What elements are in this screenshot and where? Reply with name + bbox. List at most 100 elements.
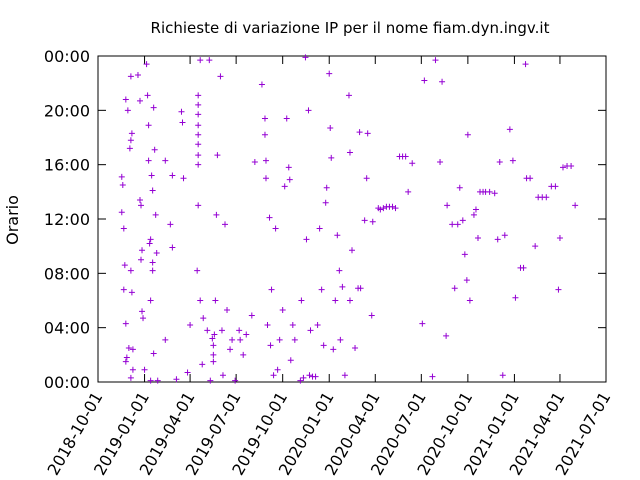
point	[377, 206, 384, 213]
point	[229, 336, 236, 343]
point	[146, 240, 153, 247]
point	[184, 369, 191, 376]
point	[152, 211, 159, 218]
point	[363, 175, 370, 182]
point	[302, 54, 309, 61]
point	[496, 158, 503, 165]
point	[149, 267, 156, 274]
point	[204, 327, 211, 334]
point	[195, 111, 202, 118]
point	[127, 73, 134, 80]
point	[154, 377, 161, 384]
point	[543, 194, 550, 201]
point	[237, 336, 244, 343]
point	[153, 249, 160, 256]
point	[127, 267, 134, 274]
point	[389, 203, 396, 210]
point	[552, 183, 559, 190]
point	[337, 336, 344, 343]
y-axis-label: Orario	[3, 195, 22, 245]
point	[209, 335, 216, 342]
point	[364, 130, 371, 137]
point	[236, 327, 243, 334]
point	[320, 342, 327, 349]
point	[138, 256, 145, 263]
point	[316, 225, 323, 232]
point	[432, 57, 439, 64]
point	[439, 78, 446, 85]
point	[568, 163, 575, 170]
point	[461, 251, 468, 258]
chart-title: Richieste di variazione IP per il nome f…	[151, 19, 550, 37]
point	[509, 157, 516, 164]
point	[443, 332, 450, 339]
point	[213, 211, 220, 218]
point	[506, 126, 513, 133]
y-tick-label: 00:00	[44, 373, 90, 392]
point	[151, 146, 158, 153]
point	[451, 285, 458, 292]
plot-border	[97, 55, 607, 383]
point	[128, 130, 135, 137]
y-tick-label: 08:00	[44, 264, 90, 283]
point	[334, 232, 341, 239]
point	[195, 101, 202, 108]
point	[122, 96, 129, 103]
point	[572, 202, 579, 209]
point	[303, 236, 310, 243]
point	[222, 221, 228, 228]
point	[218, 327, 225, 334]
point	[167, 221, 174, 228]
point	[380, 205, 387, 212]
point	[119, 182, 126, 189]
point	[125, 345, 132, 352]
point	[356, 129, 363, 136]
point	[118, 209, 125, 216]
point	[180, 175, 187, 182]
y-tick-label: 20:00	[44, 101, 90, 120]
point	[195, 92, 202, 99]
point	[197, 297, 204, 304]
point	[449, 221, 456, 228]
point	[267, 342, 274, 349]
point	[341, 372, 348, 379]
point	[122, 358, 129, 365]
point	[369, 218, 376, 225]
point	[195, 122, 202, 129]
y-tick-label: 12:00	[44, 210, 90, 229]
point	[486, 188, 493, 195]
point	[145, 157, 152, 164]
point	[248, 312, 255, 319]
point	[147, 236, 154, 243]
point	[402, 153, 409, 160]
point	[444, 202, 451, 209]
point	[197, 57, 204, 64]
point	[520, 264, 527, 271]
point	[207, 377, 214, 384]
point	[555, 286, 562, 293]
point	[305, 107, 312, 114]
point	[556, 235, 563, 242]
point	[323, 184, 330, 191]
point	[318, 286, 325, 293]
point	[322, 199, 329, 206]
point	[127, 137, 134, 144]
point	[145, 122, 152, 129]
point	[463, 277, 470, 284]
point	[212, 297, 219, 304]
point	[522, 61, 529, 68]
point	[227, 346, 234, 353]
point	[314, 321, 321, 328]
point	[162, 336, 169, 343]
point	[330, 346, 337, 353]
point	[136, 97, 143, 104]
y-tick-label: 04:00	[44, 319, 90, 338]
point	[210, 358, 217, 365]
point	[139, 308, 146, 315]
point	[149, 259, 156, 266]
point	[349, 247, 355, 254]
point	[289, 321, 296, 328]
point	[298, 297, 305, 304]
point	[494, 236, 501, 243]
point	[474, 235, 481, 242]
